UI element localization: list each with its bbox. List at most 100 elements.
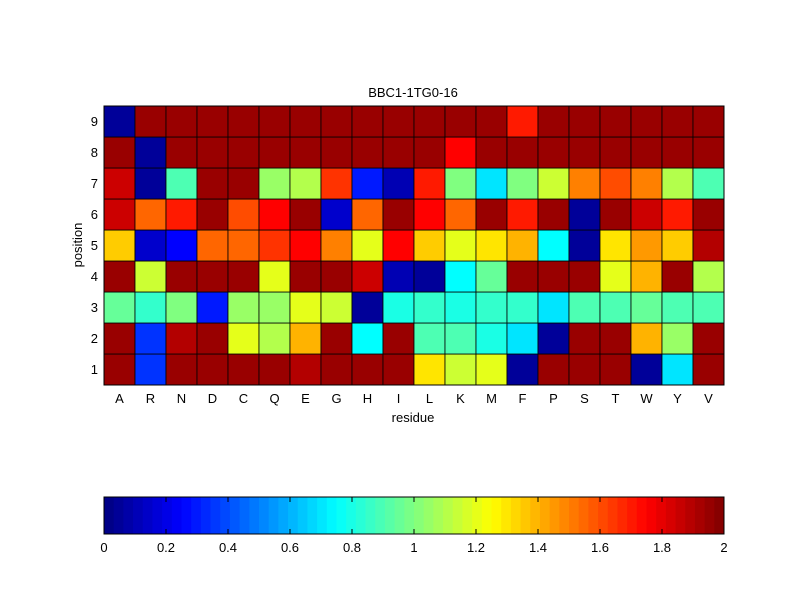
heatmap-cell (103, 105, 136, 138)
heatmap-cell (661, 229, 694, 262)
heatmap-cell (103, 229, 136, 262)
heatmap-cell (475, 105, 508, 138)
colorbar-segment (259, 497, 270, 534)
colorbar-segment (656, 497, 667, 534)
y-axis-label: position (70, 223, 85, 268)
colorbar-segment (694, 497, 706, 534)
heatmap-cell (444, 353, 477, 386)
heatmap-cell (289, 167, 322, 200)
heatmap-cell (692, 322, 725, 355)
colorbar-segment (336, 497, 347, 534)
heatmap-cell (475, 229, 508, 262)
heatmap-cell (320, 260, 353, 293)
y-tick-label: 1 (91, 362, 98, 377)
heatmap-cell (258, 229, 291, 262)
colorbar-segment (200, 497, 211, 534)
x-tick-label: E (301, 391, 310, 406)
heatmap-cell (537, 167, 570, 200)
x-tick-label: A (115, 391, 124, 406)
heatmap-cell (103, 198, 136, 231)
x-tick-label: C (239, 391, 248, 406)
colorbar-segment (520, 497, 531, 534)
heatmap-cell (258, 136, 291, 169)
x-tick-label: R (146, 391, 155, 406)
heatmap-cell (196, 136, 229, 169)
colorbar-tick-label: 1.6 (591, 540, 609, 555)
heatmap-cell (196, 322, 229, 355)
colorbar-segment (510, 497, 521, 534)
x-tick-label: V (704, 391, 713, 406)
heatmap-cell (134, 353, 167, 386)
colorbar-segment (530, 497, 541, 534)
heatmap-cell (568, 260, 601, 293)
colorbar-tick-label: 1 (410, 540, 417, 555)
heatmap-cell (599, 105, 632, 138)
heatmap-cell (382, 260, 415, 293)
heatmap-cell (506, 198, 539, 231)
heatmap-cell (661, 260, 694, 293)
heatmap-cell (103, 136, 136, 169)
heatmap-cell (475, 291, 508, 324)
y-tick-label: 8 (91, 145, 98, 160)
heatmap-cell (475, 167, 508, 200)
y-tick-label: 9 (91, 114, 98, 129)
heatmap-cell (165, 322, 198, 355)
colorbar-segment (317, 497, 328, 534)
colorbar-segment (123, 497, 134, 534)
colorbar-segment (588, 497, 599, 534)
heatmap-cell (506, 136, 539, 169)
heatmap-cell (351, 167, 384, 200)
heatmap-cell (599, 322, 632, 355)
heatmap-cell (692, 229, 725, 262)
colorbar-segment (191, 497, 202, 534)
heatmap-cell (320, 105, 353, 138)
heatmap-cell (537, 198, 570, 231)
heatmap-cell (258, 167, 291, 200)
heatmap-cell (692, 198, 725, 231)
heatmap-cell (537, 136, 570, 169)
heatmap-cell (227, 260, 260, 293)
heatmap-cell (506, 229, 539, 262)
x-tick-label: N (177, 391, 186, 406)
colorbar-tick-label: 1.4 (529, 540, 547, 555)
heatmap-cell (351, 260, 384, 293)
heatmap-cell (258, 353, 291, 386)
colorbar-segment (433, 497, 444, 534)
heatmap-cell (320, 322, 353, 355)
heatmap-cell (661, 136, 694, 169)
colorbar-tick-label: 2 (720, 540, 727, 555)
colorbar-segment (162, 497, 173, 534)
heatmap-cell (351, 198, 384, 231)
colorbar-segment (646, 497, 657, 534)
colorbar-segment (229, 497, 241, 534)
heatmap-cell (134, 291, 167, 324)
colorbar-segment (704, 497, 715, 534)
heatmap-cell (630, 322, 663, 355)
colorbar-gradient (104, 497, 725, 534)
heatmap-cell (692, 167, 725, 200)
colorbar-segment (714, 497, 725, 534)
heatmap-cell (599, 353, 632, 386)
heatmap-cell (351, 291, 384, 324)
x-tick-label: T (612, 391, 620, 406)
colorbar-segment (627, 497, 638, 534)
x-tick-label: F (519, 391, 527, 406)
heatmap-cell (599, 136, 632, 169)
heatmap-cell (165, 198, 198, 231)
heatmap-cell (227, 136, 260, 169)
colorbar-segment (617, 497, 628, 534)
heatmap-cell (692, 105, 725, 138)
heatmap-cell (475, 353, 508, 386)
y-tick-label: 6 (91, 207, 98, 222)
heatmap-cell (413, 167, 446, 200)
heatmap-cell (599, 167, 632, 200)
y-tick-label: 3 (91, 300, 98, 315)
heatmap-cell (444, 291, 477, 324)
heatmap-cell (506, 260, 539, 293)
heatmap-cell (413, 105, 446, 138)
heatmap-cell (506, 291, 539, 324)
heatmap-cell (320, 136, 353, 169)
heatmap-cell (475, 198, 508, 231)
colorbar-segment (569, 497, 580, 534)
